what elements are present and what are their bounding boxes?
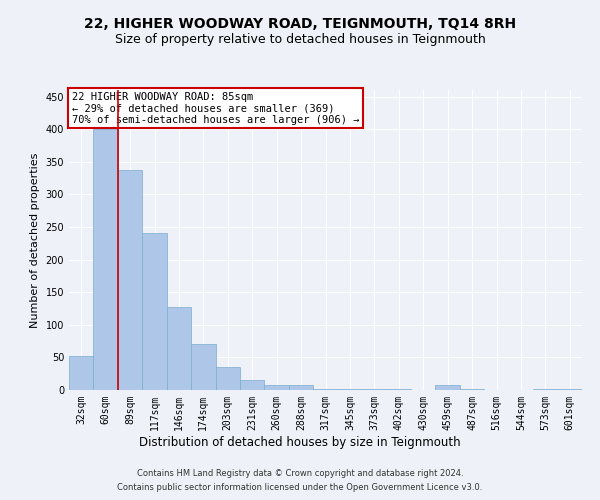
Text: Distribution of detached houses by size in Teignmouth: Distribution of detached houses by size … [139, 436, 461, 449]
Bar [191, 344, 215, 390]
Text: Contains public sector information licensed under the Open Government Licence v3: Contains public sector information licen… [118, 483, 482, 492]
Y-axis label: Number of detached properties: Number of detached properties [30, 152, 40, 328]
Bar [240, 380, 265, 390]
Bar [142, 233, 167, 390]
Text: Contains HM Land Registry data © Crown copyright and database right 2024.: Contains HM Land Registry data © Crown c… [137, 470, 463, 478]
Bar [557, 388, 582, 390]
Bar [313, 388, 338, 390]
Bar [94, 129, 118, 390]
Bar [265, 385, 289, 390]
Bar [289, 386, 313, 390]
Bar [118, 170, 142, 390]
Bar [436, 386, 460, 390]
Text: 22, HIGHER WOODWAY ROAD, TEIGNMOUTH, TQ14 8RH: 22, HIGHER WOODWAY ROAD, TEIGNMOUTH, TQ1… [84, 18, 516, 32]
Bar [167, 306, 191, 390]
Text: Size of property relative to detached houses in Teignmouth: Size of property relative to detached ho… [115, 32, 485, 46]
Bar [215, 367, 240, 390]
Bar [69, 356, 94, 390]
Text: 22 HIGHER WOODWAY ROAD: 85sqm
← 29% of detached houses are smaller (369)
70% of : 22 HIGHER WOODWAY ROAD: 85sqm ← 29% of d… [71, 92, 359, 124]
